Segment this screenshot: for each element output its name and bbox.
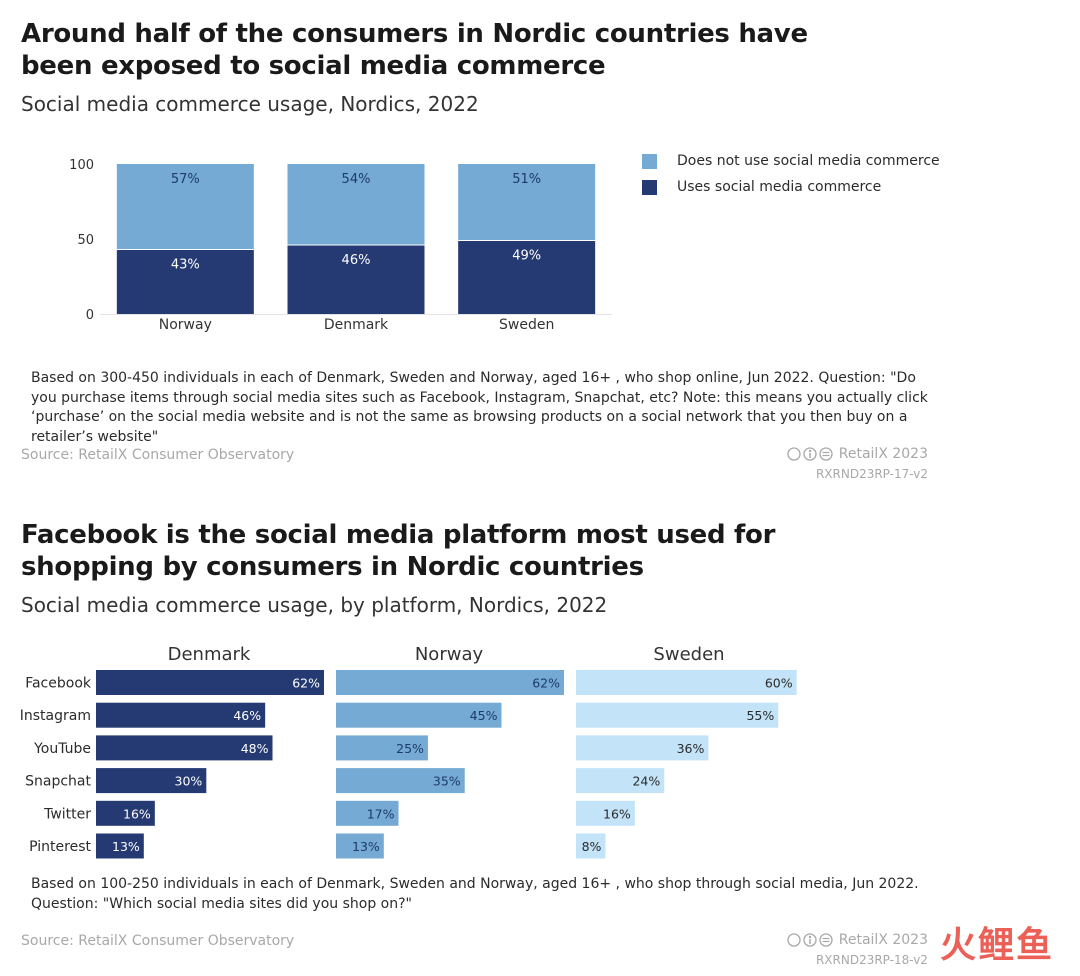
y-tick-label: Snapchat (25, 774, 91, 790)
y-tick-label: 100 (69, 158, 94, 173)
chart1-legend: Does not use social media commerce Uses … (642, 148, 940, 200)
chart1-brand-text: RetailX 2023 (838, 446, 928, 462)
data-label-uses: 43% (171, 258, 200, 273)
data-label: 13% (352, 839, 380, 854)
legend-swatch-not-use (642, 153, 657, 169)
data-label: 24% (632, 774, 660, 789)
bar (576, 768, 665, 794)
stacked-bar-chart: 0 50 100 43% 57% Norway 46% 54% Denmark 49% 51% Swe… (69, 158, 612, 333)
bar (576, 800, 635, 826)
bar (96, 702, 266, 728)
bar (336, 768, 465, 794)
y-tick-label: Facebook (25, 676, 92, 692)
legend-item-use: Uses social media commerce (642, 174, 940, 200)
chart1-title: Around half of the consumers in Nordic c… (21, 19, 808, 81)
bar-not-use (116, 164, 254, 250)
data-label: 48% (241, 741, 269, 756)
chart2-note: Based on 100-250 individuals in each of … (31, 876, 919, 912)
data-label: 35% (433, 774, 461, 789)
data-label: 45% (470, 708, 498, 723)
panel-title: Sweden (653, 644, 724, 665)
bar (576, 833, 606, 859)
bar (96, 670, 324, 695)
data-label-not-use: 54% (342, 172, 371, 187)
bar (336, 702, 502, 728)
bar (576, 670, 797, 695)
watermark-logo: 火鲤鱼 (939, 925, 1054, 966)
chart2-source: Source: RetailX Consumer Observatory (21, 933, 295, 949)
legend-label-use: Uses social media commerce (677, 179, 882, 195)
x-tick-label: Denmark (324, 317, 389, 333)
chart2-brand-text: RetailX 2023 (838, 932, 928, 948)
chart2-title: Facebook is the social media platform mo… (21, 520, 776, 582)
creative-commons-icon (787, 933, 833, 947)
data-label: 25% (396, 741, 424, 756)
data-label: 46% (233, 708, 261, 723)
y-tick-label: Twitter (43, 806, 91, 822)
y-tick-label: 50 (77, 233, 94, 248)
y-tick-label: Instagram (20, 708, 91, 724)
panel-title: Norway (415, 644, 484, 665)
bar-not-use (458, 164, 596, 241)
data-label: 36% (677, 741, 705, 756)
data-label: 62% (292, 676, 320, 691)
bar (336, 670, 564, 695)
y-tick-label: 0 (86, 308, 94, 323)
chart2-code: RXRND23RP-18-v2 (815, 953, 928, 967)
bar-uses (458, 240, 596, 314)
chart2-brand: RetailX 2023 (787, 932, 928, 948)
bar (336, 833, 384, 859)
chart1-code: RXRND23RP-17-v2 (815, 467, 928, 481)
bar-not-use (287, 164, 425, 245)
data-label: 16% (603, 806, 631, 821)
bar (336, 735, 428, 761)
bar-uses (116, 249, 254, 314)
creative-commons-icon (787, 447, 833, 461)
data-label-uses: 49% (512, 249, 541, 264)
data-label-not-use: 51% (512, 172, 541, 187)
data-label: 55% (746, 708, 774, 723)
bar (96, 800, 155, 826)
chart1-subtitle: Social media commerce usage, Nordics, 20… (21, 92, 479, 116)
data-label: 8% (582, 839, 602, 854)
panel-title: Denmark (168, 644, 251, 665)
data-label-not-use: 57% (171, 172, 200, 187)
bar (96, 735, 273, 761)
bar (96, 768, 207, 794)
chart2-subtitle: Social media commerce usage, by platform… (21, 593, 608, 617)
data-label: 16% (123, 806, 151, 821)
y-tick-label: YouTube (33, 741, 91, 757)
legend-swatch-use (642, 179, 657, 195)
chart1-note: Based on 300-450 individuals in each of … (31, 370, 928, 445)
data-label: 30% (175, 774, 203, 789)
data-label: 13% (112, 839, 140, 854)
chart1-brand: RetailX 2023 (787, 446, 928, 462)
bar (576, 735, 709, 761)
bar-uses (287, 245, 425, 314)
data-label: 60% (765, 676, 793, 691)
legend-label-not-use: Does not use social media commerce (677, 153, 940, 169)
bar (576, 702, 779, 728)
chart1-source: Source: RetailX Consumer Observatory (21, 447, 295, 463)
x-tick-label: Sweden (499, 317, 554, 333)
x-tick-label: Norway (159, 317, 212, 333)
bar (96, 833, 144, 859)
data-label-uses: 46% (342, 253, 371, 268)
legend-item-not-use: Does not use social media commerce (642, 148, 940, 174)
bar (336, 800, 399, 826)
data-label: 62% (532, 676, 560, 691)
horizontal-bar-panels: Facebook Instagram YouTube Snapchat Twitter P… (20, 644, 797, 859)
y-tick-label: Pinterest (29, 839, 91, 855)
data-label: 17% (367, 806, 395, 821)
